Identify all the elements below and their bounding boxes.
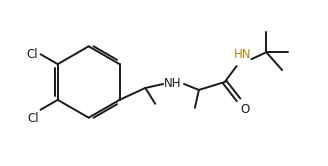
Text: O: O xyxy=(240,103,250,116)
Text: Cl: Cl xyxy=(27,112,39,125)
Text: HN: HN xyxy=(234,48,251,61)
Text: Cl: Cl xyxy=(26,48,38,61)
Text: NH: NH xyxy=(164,77,182,89)
